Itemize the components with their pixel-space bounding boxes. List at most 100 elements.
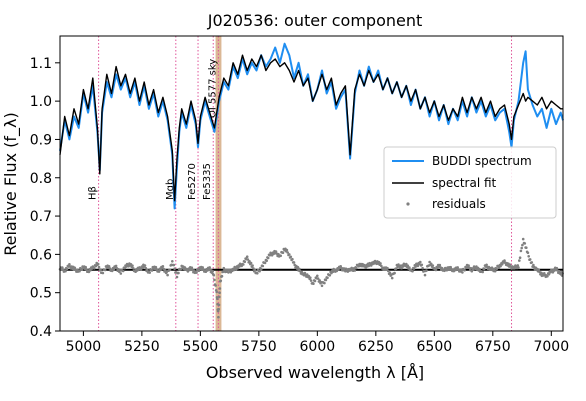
residual-point — [217, 303, 221, 307]
residual-point — [218, 295, 221, 299]
residual-point — [482, 267, 486, 271]
residual-point — [258, 269, 261, 273]
residual-point — [285, 248, 289, 252]
residual-point — [456, 266, 460, 269]
residual-point — [143, 264, 147, 267]
residual-point — [159, 268, 162, 272]
residual-point — [521, 243, 524, 247]
legend-label-residuals: residuals — [432, 197, 486, 211]
x-tick-label-4: 6000 — [300, 339, 336, 355]
residual-point — [408, 266, 411, 269]
residual-point — [172, 263, 176, 267]
residual-point — [103, 268, 107, 272]
residual-point — [292, 261, 296, 264]
residual-point — [93, 267, 96, 270]
residual-point — [119, 272, 123, 275]
residual-point — [266, 256, 270, 260]
residual-point — [215, 290, 218, 294]
x-tick-label-3: 5750 — [241, 339, 277, 355]
residual-point — [547, 273, 551, 276]
residual-point — [516, 264, 520, 267]
residual-point — [175, 275, 179, 279]
residual-point — [279, 254, 283, 258]
plot-frame — [59, 35, 564, 332]
chart-title: J020536: outer component — [207, 11, 423, 30]
residual-point — [232, 268, 236, 272]
residual-point — [421, 266, 424, 270]
residual-point — [211, 269, 214, 273]
residual-point — [245, 255, 249, 258]
residual-point — [461, 271, 464, 274]
residual-point — [217, 315, 220, 319]
residual-point — [414, 265, 417, 268]
residual-point — [485, 263, 488, 267]
residual-point — [248, 260, 251, 263]
residual-point — [253, 268, 257, 272]
residuals-layer — [58, 237, 564, 319]
y-tick-label-0: 0.4 — [30, 324, 52, 340]
residual-point — [213, 278, 216, 282]
residual-point — [521, 237, 525, 241]
x-tick-label-2: 5500 — [183, 339, 219, 355]
residual-point — [472, 268, 475, 271]
residual-point — [518, 256, 522, 260]
x-tick-label-7: 6750 — [475, 339, 511, 355]
residual-point — [289, 255, 293, 259]
residual-point — [519, 249, 523, 253]
residual-point — [197, 269, 201, 273]
residual-point — [154, 265, 158, 269]
residual-point — [242, 263, 245, 266]
residual-point — [219, 279, 223, 283]
residual-point — [261, 264, 265, 268]
residual-point — [546, 275, 549, 278]
residual-point — [309, 279, 313, 282]
residual-point — [419, 260, 422, 264]
spectral-line-label-1: Mgb — [165, 179, 176, 200]
residual-point — [236, 266, 240, 270]
residual-point — [520, 246, 523, 250]
residual-point — [312, 282, 315, 286]
residual-point — [495, 267, 499, 271]
residual-point — [527, 254, 530, 258]
y-tick-label-3: 0.7 — [30, 209, 52, 225]
residual-point — [217, 307, 220, 311]
residual-point — [525, 246, 528, 249]
y-tick-label-4: 0.8 — [30, 171, 52, 187]
residual-point — [173, 267, 176, 271]
residual-point — [107, 265, 111, 268]
residual-point — [259, 268, 263, 271]
y-tick-label-5: 0.9 — [30, 132, 52, 148]
residual-point — [387, 269, 390, 273]
residual-point — [131, 264, 134, 268]
residual-point — [84, 265, 87, 269]
residual-point — [379, 262, 382, 265]
residual-point — [324, 278, 328, 282]
residual-point — [386, 266, 389, 270]
residual-point — [265, 259, 269, 263]
residual-point — [220, 274, 224, 278]
residual-point — [518, 259, 521, 262]
residual-point — [428, 260, 431, 264]
residual-point — [394, 267, 398, 270]
residual-point — [148, 271, 151, 274]
residual-point — [110, 269, 114, 273]
residual-point — [132, 267, 135, 270]
residual-point — [530, 261, 534, 264]
legend-swatch-residuals — [406, 202, 410, 206]
residual-point — [171, 260, 174, 263]
x-tick-label-5: 6250 — [358, 339, 394, 355]
residual-point — [434, 268, 438, 272]
residual-point — [411, 269, 414, 273]
residual-point — [367, 264, 371, 268]
series-line-fit — [59, 54, 563, 202]
spectral-line-label-2: Fe5270 — [187, 163, 198, 200]
residual-point — [503, 259, 506, 262]
residual-point — [316, 277, 320, 280]
residual-point — [443, 269, 446, 273]
residual-point — [326, 276, 329, 280]
residual-point — [405, 262, 408, 266]
residual-point — [320, 284, 324, 288]
residual-point — [481, 270, 485, 274]
legend-label-fit: spectral fit — [432, 176, 497, 190]
